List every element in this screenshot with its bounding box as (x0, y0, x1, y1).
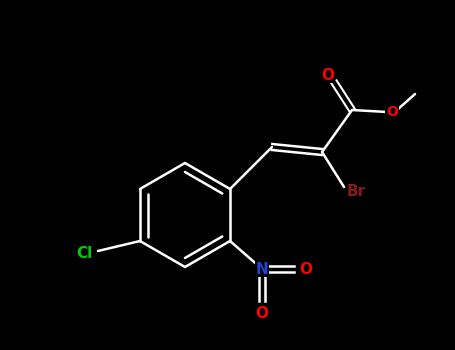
Text: O: O (256, 306, 268, 321)
Text: Br: Br (346, 183, 366, 198)
Text: O: O (299, 261, 313, 276)
Text: Cl: Cl (76, 246, 92, 261)
Text: O: O (386, 105, 398, 119)
Text: O: O (322, 68, 334, 83)
Text: N: N (256, 261, 268, 276)
